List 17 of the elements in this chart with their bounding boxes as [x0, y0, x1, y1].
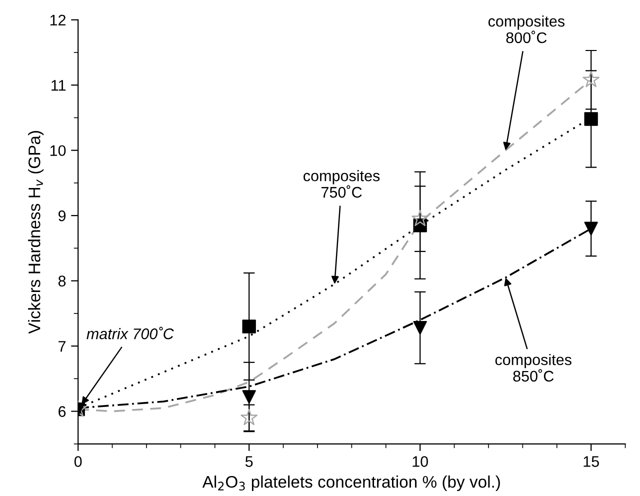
- annotation: composites 800˚C: [488, 15, 564, 44]
- y-tick-label: 9: [58, 210, 66, 222]
- y-tick-label: 8: [58, 276, 66, 286]
- annotation: composites 750˚C: [304, 170, 380, 198]
- y-tick-label: 12: [50, 14, 66, 26]
- x-tick-label: 10: [412, 456, 428, 467]
- x-tick-label: 15: [584, 456, 599, 467]
- x-tick-label: 5: [245, 456, 253, 467]
- x-tick-label: 0: [74, 456, 82, 467]
- y-tick-label: 11: [52, 80, 66, 91]
- y-tick-label: 7: [58, 341, 66, 352]
- annotation: composites 850˚C: [495, 354, 572, 382]
- y-tick-label: 10: [50, 145, 66, 156]
- x-axis-title: Al$_{2}$O$_{3}$ platelets concentration % (by vol.): [202, 476, 500, 492]
- annotation: matrix 700˚C: [86, 326, 174, 340]
- y-axis-title: Vickers Hardness H$_{v}$ (GPa): [28, 131, 44, 334]
- y-tick-label: 6: [58, 406, 66, 417]
